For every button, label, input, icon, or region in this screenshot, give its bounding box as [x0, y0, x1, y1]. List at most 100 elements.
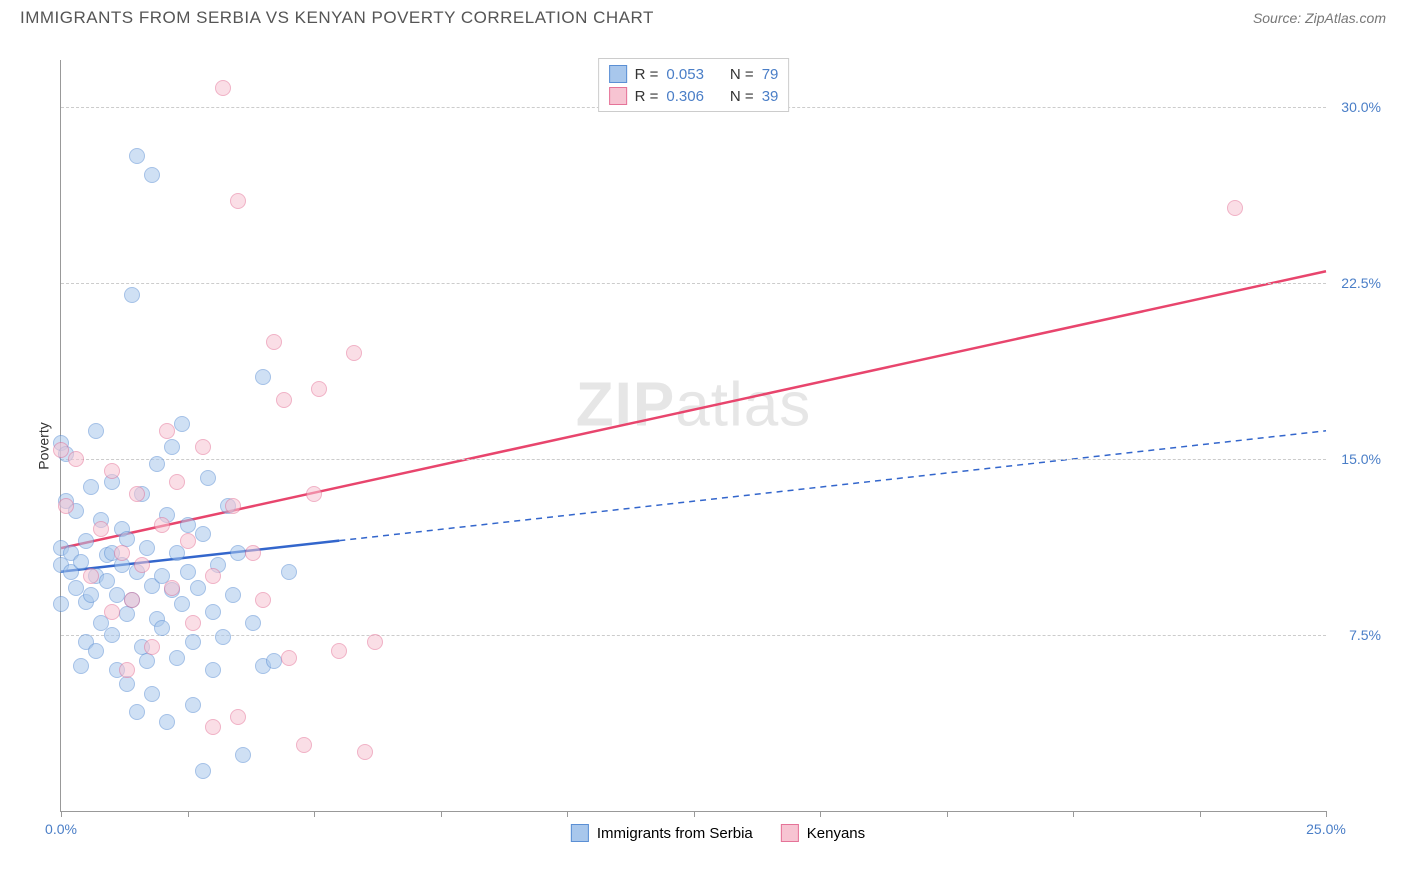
scatter-point-serbia	[88, 643, 104, 659]
scatter-point-serbia	[78, 533, 94, 549]
legend-r-value-kenya: 0.306	[666, 88, 704, 105]
scatter-point-serbia	[119, 676, 135, 692]
scatter-point-serbia	[99, 573, 115, 589]
scatter-point-serbia	[225, 587, 241, 603]
x-tick	[1326, 811, 1327, 817]
legend-n-label: N =	[730, 66, 754, 83]
scatter-point-kenya	[255, 592, 271, 608]
scatter-point-serbia	[266, 653, 282, 669]
scatter-point-kenya	[306, 486, 322, 502]
scatter-point-kenya	[331, 643, 347, 659]
scatter-point-kenya	[276, 392, 292, 408]
scatter-point-serbia	[195, 526, 211, 542]
scatter-point-serbia	[83, 479, 99, 495]
scatter-point-kenya	[195, 439, 211, 455]
x-tick	[694, 811, 695, 817]
legend-swatch-kenya	[609, 87, 627, 105]
scatter-point-kenya	[83, 568, 99, 584]
scatter-point-kenya	[53, 442, 69, 458]
legend-series: Immigrants from Serbia Kenyans	[571, 824, 865, 842]
legend-item-kenya: Kenyans	[781, 824, 865, 842]
legend-row-kenya: R = 0.306 N = 39	[609, 85, 779, 107]
scatter-point-kenya	[104, 604, 120, 620]
y-tick-label: 7.5%	[1331, 627, 1381, 643]
x-tick-label: 0.0%	[45, 821, 77, 837]
scatter-point-serbia	[245, 615, 261, 631]
scatter-point-serbia	[144, 167, 160, 183]
scatter-point-serbia	[190, 580, 206, 596]
scatter-point-kenya	[154, 517, 170, 533]
scatter-point-serbia	[83, 587, 99, 603]
legend-correlation: R = 0.053 N = 79 R = 0.306 N = 39	[598, 58, 790, 112]
scatter-point-serbia	[205, 662, 221, 678]
scatter-point-serbia	[205, 604, 221, 620]
plot-area: ZIPatlas R = 0.053 N = 79 R = 0.306 N = …	[60, 60, 1326, 812]
x-tick	[188, 811, 189, 817]
legend-label-kenya: Kenyans	[807, 825, 865, 842]
scatter-point-serbia	[195, 763, 211, 779]
chart-header: IMMIGRANTS FROM SERBIA VS KENYAN POVERTY…	[0, 0, 1406, 32]
scatter-point-kenya	[124, 592, 140, 608]
scatter-point-kenya	[367, 634, 383, 650]
scatter-point-kenya	[134, 557, 150, 573]
scatter-point-kenya	[185, 615, 201, 631]
scatter-point-serbia	[180, 564, 196, 580]
legend-swatch-icon	[571, 824, 589, 842]
gridline	[61, 459, 1326, 460]
scatter-point-serbia	[215, 629, 231, 645]
scatter-point-serbia	[169, 650, 185, 666]
trend-lines	[61, 60, 1326, 811]
legend-r-label: R =	[635, 66, 659, 83]
x-tick	[61, 811, 62, 817]
scatter-point-kenya	[58, 498, 74, 514]
x-tick	[567, 811, 568, 817]
legend-swatch-icon	[781, 824, 799, 842]
trend-line-kenya	[61, 271, 1326, 548]
scatter-point-serbia	[185, 634, 201, 650]
chart-container: Poverty ZIPatlas R = 0.053 N = 79 R = 0.…	[50, 40, 1386, 852]
chart-title: IMMIGRANTS FROM SERBIA VS KENYAN POVERTY…	[20, 8, 654, 28]
x-tick	[314, 811, 315, 817]
gridline	[61, 635, 1326, 636]
scatter-point-serbia	[88, 423, 104, 439]
x-tick	[947, 811, 948, 817]
scatter-point-serbia	[235, 747, 251, 763]
scatter-point-serbia	[174, 416, 190, 432]
scatter-point-kenya	[230, 709, 246, 725]
legend-row-serbia: R = 0.053 N = 79	[609, 63, 779, 85]
scatter-point-kenya	[129, 486, 145, 502]
legend-item-serbia: Immigrants from Serbia	[571, 824, 753, 842]
scatter-point-serbia	[200, 470, 216, 486]
scatter-point-kenya	[281, 650, 297, 666]
scatter-point-kenya	[164, 580, 180, 596]
scatter-point-kenya	[357, 744, 373, 760]
scatter-point-kenya	[205, 719, 221, 735]
trend-line-serbia-extrapolated	[339, 431, 1326, 541]
scatter-point-serbia	[154, 620, 170, 636]
y-tick-label: 15.0%	[1331, 451, 1381, 467]
scatter-point-kenya	[144, 639, 160, 655]
scatter-point-serbia	[53, 596, 69, 612]
scatter-point-serbia	[139, 540, 155, 556]
scatter-point-serbia	[164, 439, 180, 455]
scatter-point-kenya	[266, 334, 282, 350]
x-tick-label: 25.0%	[1306, 821, 1346, 837]
x-tick	[441, 811, 442, 817]
scatter-point-serbia	[73, 554, 89, 570]
legend-label-serbia: Immigrants from Serbia	[597, 825, 753, 842]
scatter-point-serbia	[180, 517, 196, 533]
legend-n-value-kenya: 39	[762, 88, 779, 105]
scatter-point-kenya	[230, 193, 246, 209]
scatter-point-serbia	[119, 606, 135, 622]
scatter-point-serbia	[124, 287, 140, 303]
scatter-point-serbia	[104, 627, 120, 643]
scatter-point-serbia	[159, 714, 175, 730]
x-tick	[1073, 811, 1074, 817]
scatter-point-kenya	[1227, 200, 1243, 216]
scatter-point-serbia	[230, 545, 246, 561]
scatter-point-serbia	[139, 653, 155, 669]
scatter-point-kenya	[215, 80, 231, 96]
scatter-point-kenya	[296, 737, 312, 753]
scatter-point-kenya	[104, 463, 120, 479]
scatter-point-kenya	[119, 662, 135, 678]
